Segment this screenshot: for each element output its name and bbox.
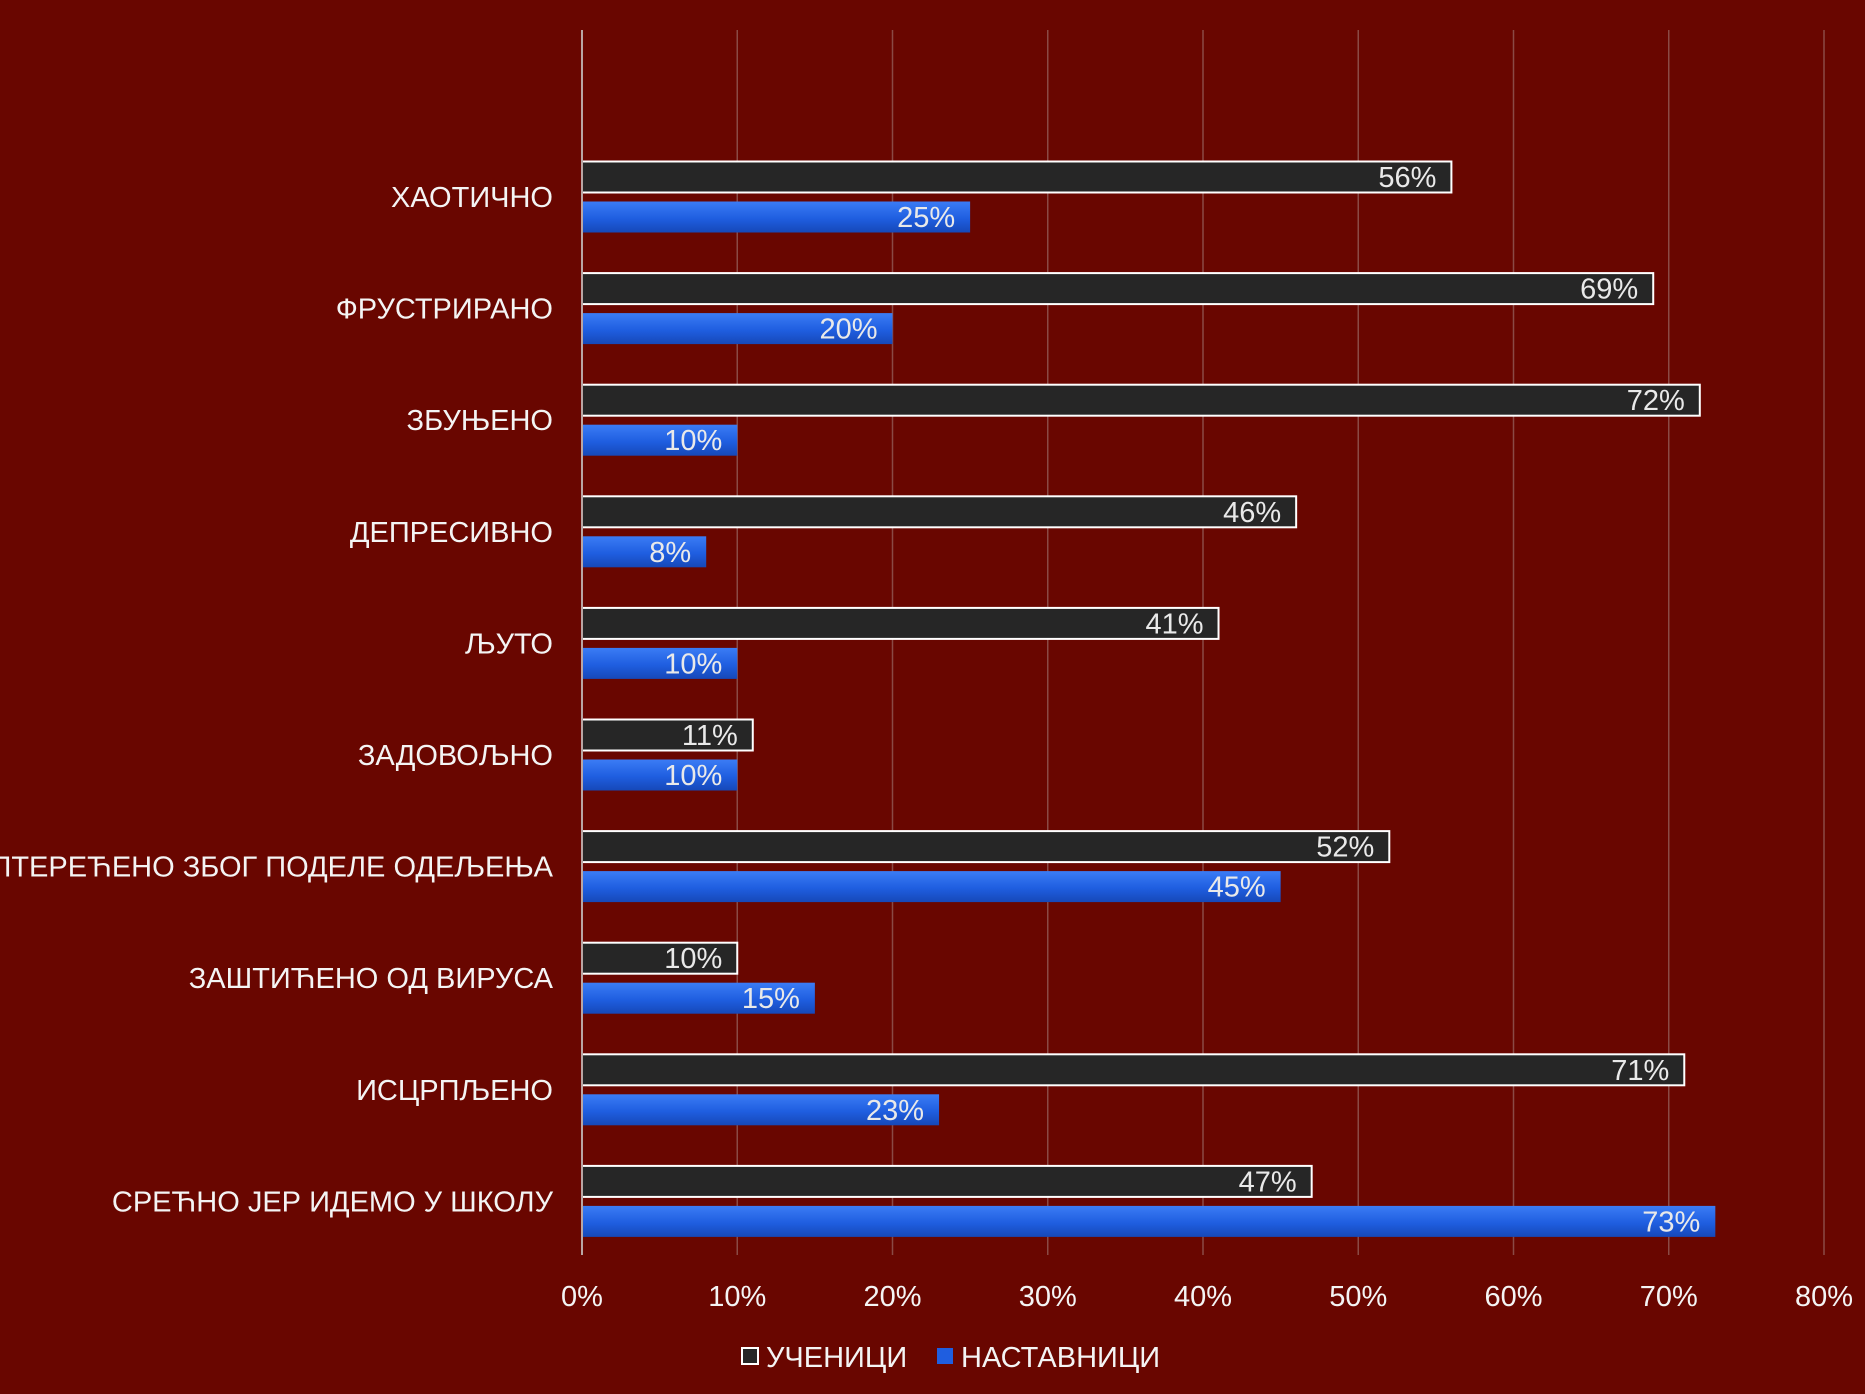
category-label: ЗБУЊЕНО <box>407 405 553 437</box>
bar-ucenici <box>581 1164 1313 1198</box>
category-label: ЉУТО <box>465 628 553 660</box>
x-tick-label: 70% <box>1640 1281 1698 1313</box>
category-label: ХАОТИЧНО <box>391 182 553 214</box>
x-tick-label: 40% <box>1174 1281 1232 1313</box>
data-label: 45% <box>1208 872 1266 904</box>
bar-ucenici <box>581 495 1298 529</box>
data-label: 10% <box>664 943 722 975</box>
x-tick-label: 30% <box>1019 1281 1077 1313</box>
data-label: 10% <box>664 648 722 680</box>
x-tick-label: 0% <box>561 1281 603 1313</box>
x-tick-label: 80% <box>1795 1281 1853 1313</box>
legend-swatch <box>937 1348 953 1364</box>
data-label: 20% <box>819 314 877 346</box>
bar-nastavnici <box>582 313 893 345</box>
data-label: 15% <box>742 983 800 1015</box>
bar-ucenici <box>581 606 1220 640</box>
category-label: ЗАДОВОЉНО <box>358 740 553 772</box>
bar-nastavnici <box>582 647 738 679</box>
bar-nastavnici <box>582 424 738 456</box>
legend-label: УЧЕНИЦИ <box>766 1342 907 1374</box>
bar-nastavnici <box>582 1205 1716 1237</box>
data-label: 71% <box>1611 1055 1669 1087</box>
x-tick-label: 50% <box>1329 1281 1387 1313</box>
data-label: 10% <box>664 760 722 792</box>
bar-nastavnici <box>582 871 1281 903</box>
data-label: 8% <box>649 537 691 569</box>
bar-ucenici <box>581 383 1701 417</box>
data-label: 23% <box>866 1095 924 1127</box>
data-label: 69% <box>1580 274 1638 306</box>
bar-nastavnici <box>582 759 738 791</box>
legend: УЧЕНИЦИ НАСТАВНИЦИ <box>741 1342 1160 1374</box>
data-label: 73% <box>1642 1206 1700 1238</box>
gridlines <box>736 30 1825 1255</box>
data-label: 10% <box>664 425 722 457</box>
category-label: ИСЦРПЉЕНО <box>356 1075 553 1107</box>
data-label: 46% <box>1223 497 1281 529</box>
x-tick-label: 10% <box>708 1281 766 1313</box>
category-label: ДЕПРЕСИВНО <box>350 517 553 549</box>
data-label: 47% <box>1239 1166 1297 1198</box>
data-label: 72% <box>1627 385 1685 417</box>
x-axis-ticks: 0% 10% 20% 30% 40% 50% 60% 70% 80% <box>561 1281 1853 1313</box>
category-label: ФРУСТРИРАНО <box>336 294 553 326</box>
data-label: 25% <box>897 202 955 234</box>
x-tick-label: 20% <box>863 1281 921 1313</box>
category-labels: ХАОТИЧНО ФРУСТРИРАНО ЗБУЊЕНО ДЕПРЕСИВНО ЉУТО… <box>0 182 554 1218</box>
data-label: 56% <box>1378 162 1436 194</box>
bar-nastavnici <box>582 982 815 1014</box>
bar-ucenici <box>581 160 1453 194</box>
bar-ucenici <box>581 941 739 975</box>
bar-nastavnici <box>582 201 971 233</box>
legend-swatch <box>741 1347 759 1365</box>
data-label: 11% <box>682 720 738 752</box>
data-label: 52% <box>1316 832 1374 864</box>
bar-ucenici <box>581 830 1391 864</box>
bars: 56% 25% 69% 20% 72% 10% 46% 8% 41% 10% 11% 10% 52% 45… <box>581 160 1716 1238</box>
bar-nastavnici <box>582 1094 940 1126</box>
data-label: 41% <box>1145 608 1203 640</box>
category-label: ЗАШТИЋЕНО ОД ВИРУСА <box>189 963 554 995</box>
bar-ucenici <box>581 272 1655 306</box>
legend-label: НАСТАВНИЦИ <box>961 1342 1160 1374</box>
x-tick-label: 60% <box>1484 1281 1542 1313</box>
category-label: ОПТЕРЕЋЕНО ЗБОГ ПОДЕЛЕ ОДЕЉЕЊА <box>0 852 554 884</box>
bar-ucenici <box>581 718 754 752</box>
bar-ucenici <box>581 1053 1686 1087</box>
bar-nastavnici <box>582 536 707 568</box>
category-label: СРЕЋНО ЈЕР ИДЕМО У ШКОЛУ <box>112 1186 554 1218</box>
